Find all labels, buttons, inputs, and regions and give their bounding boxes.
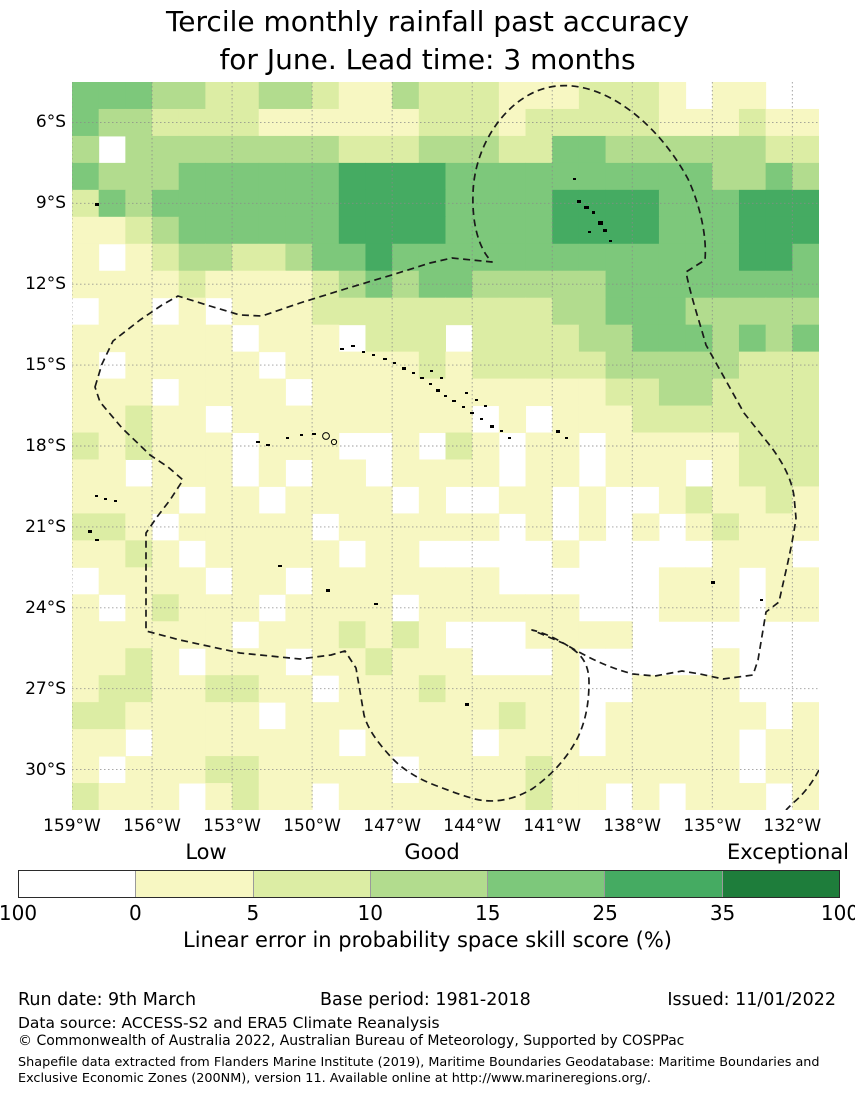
colorbar-tick-label: 100 [0,901,38,925]
y-tick-label: 21°S [25,516,66,537]
footer-shapefile-note: Shapefile data extracted from Flanders M… [18,1055,820,1086]
colorbar [18,870,840,898]
x-tick-label: 138°W [603,816,662,836]
y-tick-label: 12°S [25,274,66,295]
colorbar-tick-label: 15 [474,901,501,925]
colorbar-axis-label: Linear error in probability space skill … [183,928,672,952]
footer-copyright: © Commonwealth of Australia 2022, Austra… [18,1033,685,1049]
y-tick-label: 6°S [35,112,66,133]
colorbar-segment [19,871,136,897]
y-tick-label: 18°S [25,436,66,456]
colorbar-tick-label: 35 [709,901,736,925]
colorbar-segment [721,871,839,897]
eez-boundary [94,84,797,802]
chart-title-line2: for June. Lead time: 3 months [219,43,636,76]
x-tick-label: 150°W [283,816,341,836]
x-tick-label: 132°W [763,816,822,836]
heatmap-cells [72,82,819,810]
islands-layer [88,178,763,706]
x-tick-label: 156°W [123,816,181,836]
x-tick-label: 141°W [523,816,582,836]
colorbar-category-label: Good [404,840,460,864]
eez-corner-arc [785,769,819,810]
colorbar-segment [369,871,488,897]
colorbar-tick-label: 100 [820,901,855,925]
map-plot [72,82,819,810]
colorbar-tick-label: 10 [357,901,384,925]
colorbar-category-label: Low [185,840,227,864]
colorbar-tick-label: 5 [246,901,260,925]
colorbar-segment [252,871,370,897]
y-tick-label: 30°S [25,759,66,780]
x-tick-label: 144°W [443,816,502,836]
colorbar-tick-label: 0 [129,901,142,925]
footer-issued-date: Issued: 11/01/2022 [667,990,836,1010]
y-tick-label: 9°S [35,193,66,214]
map-canvas [72,82,819,810]
footer-run-date: Run date: 9th March [18,990,197,1010]
chart-title-line1: Tercile monthly rainfall past accuracy [165,5,690,38]
footer-base-period: Base period: 1981-2018 [320,990,531,1010]
x-tick-label: 153°W [203,816,261,836]
colorbar-category-label: Exceptional [726,840,850,864]
colorbar-segment [487,871,605,897]
x-tick-label: 147°W [363,816,422,836]
chart-title: Tercile monthly rainfall past accuracy f… [0,3,855,79]
y-tick-label: 24°S [25,597,66,618]
x-tick-label: 135°W [683,816,742,836]
x-tick-label: 159°W [43,816,101,836]
colorbar-tick-label: 25 [592,901,618,925]
gridlines-layer [72,82,819,810]
colorbar-segment [135,871,253,897]
colorbar-segment [604,871,722,897]
footer-data-source: Data source: ACCESS-S2 and ERA5 Climate … [18,1014,440,1032]
y-tick-label: 27°S [25,678,66,699]
y-tick-label: 15°S [25,355,66,376]
